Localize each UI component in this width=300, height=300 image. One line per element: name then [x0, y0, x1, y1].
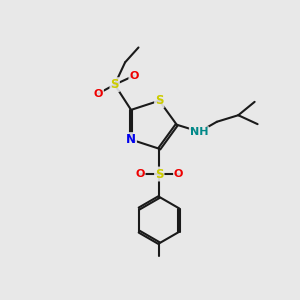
Text: O: O — [94, 88, 103, 98]
Text: S: S — [155, 94, 164, 107]
Text: O: O — [174, 169, 183, 179]
Text: S: S — [155, 167, 164, 181]
Text: N: N — [126, 133, 136, 146]
Text: O: O — [129, 71, 139, 81]
Text: O: O — [135, 169, 145, 179]
Text: S: S — [110, 78, 119, 91]
Text: NH: NH — [190, 127, 208, 137]
